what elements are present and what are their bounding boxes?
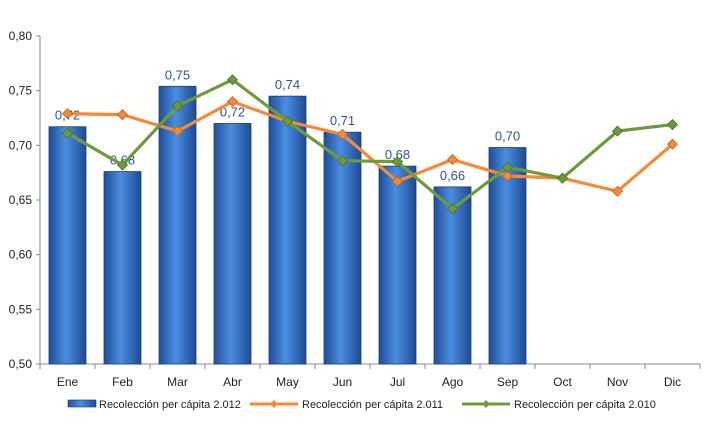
bar (378, 165, 417, 365)
series-line (66, 78, 673, 211)
series-point (336, 155, 349, 167)
series-point (391, 156, 404, 168)
y-axis: 0,50 0,55 0,60 0,65 0,70 0,75 0,80 (9, 29, 41, 371)
bar-data-label: 0,75 (165, 67, 190, 82)
series-point (171, 100, 184, 112)
bar-data-label: 0,66 (440, 168, 465, 183)
series-point (446, 203, 459, 215)
x-tick-label: Jul (390, 375, 405, 389)
line-series-b (61, 74, 679, 215)
series-point (501, 161, 514, 173)
legend-item: Recolección per cápita 2.010 (462, 399, 656, 411)
x-tick-label: May (276, 375, 299, 389)
x-tick-label: Mar (167, 375, 188, 389)
x-tick-label: Jun (333, 375, 352, 389)
bar-series (48, 85, 527, 365)
series-point (666, 138, 679, 150)
bar-data-label: 0,74 (275, 77, 300, 92)
series-point (226, 96, 239, 108)
y-tick-label: 0,75 (9, 84, 33, 98)
series-point (556, 172, 569, 184)
bar (103, 171, 142, 365)
series-point (446, 153, 459, 166)
y-tick-label: 0,70 (9, 138, 33, 152)
legend-marker (270, 400, 278, 408)
x-tick-label: Ene (57, 375, 79, 389)
x-tick-label: Dic (664, 375, 681, 389)
legend: Recolección per cápita 2.012 Recolección … (67, 399, 656, 411)
bar (488, 147, 527, 365)
series-point (501, 170, 514, 182)
legend-label: Recolección per cápita 2.012 (99, 399, 241, 411)
series-point (336, 128, 349, 140)
series-point (391, 175, 404, 187)
y-tick-label: 0,65 (9, 193, 33, 207)
line-series-a (61, 96, 679, 197)
series-point (171, 125, 184, 137)
bar (48, 126, 87, 365)
x-tick-label: Oct (553, 375, 572, 389)
series-point (61, 127, 74, 139)
series-line (67, 99, 674, 193)
bar-data-label: 0,70 (495, 129, 520, 144)
y-tick-label: 0,50 (9, 357, 33, 371)
series-point (226, 74, 239, 86)
bar-data-label: 0,71 (330, 113, 355, 128)
series-point (281, 115, 294, 127)
series-point (116, 109, 129, 121)
y-ticks: 0,50 0,55 0,60 0,65 0,70 0,75 0,80 (9, 29, 40, 371)
legend-label: Recolección per cápita 2.011 (302, 399, 443, 411)
y-tick-label: 0,55 (9, 302, 33, 316)
bar-data-label: 0,72 (220, 104, 245, 119)
legend-label: Recolección per cápita 2.010 (514, 399, 656, 411)
legend-item: Recolección per cápita 2.011 (250, 399, 443, 411)
x-tick-label: Abr (223, 375, 242, 389)
x-tick-label: Ago (442, 375, 464, 389)
bar (323, 131, 362, 365)
line-series (61, 74, 679, 215)
legend-marker (482, 400, 490, 408)
legend-item: Recolección per cápita 2.012 (67, 399, 241, 411)
x-tick-label: Nov (607, 375, 628, 389)
series-point (611, 185, 624, 197)
x-tick-label: Feb (112, 375, 133, 389)
bar-data-labels: 0,720,680,750,720,740,710,680,660,70 (55, 67, 520, 183)
x-tick-label: Sep (497, 375, 519, 389)
y-tick-label: 0,60 (9, 248, 33, 262)
bar-data-label: 0,68 (385, 147, 410, 162)
bar (268, 95, 307, 365)
series-point (116, 159, 129, 171)
series-point (666, 118, 679, 131)
bar (433, 186, 472, 365)
x-axis: Ene Feb Mar Abr May Jun Jul Ago Sep Oct Nov Dic (39, 363, 701, 389)
bar (213, 123, 252, 365)
series-point (611, 125, 624, 137)
legend-swatch (67, 399, 97, 408)
y-tick-label: 0,80 (9, 29, 33, 43)
x-ticks: Ene Feb Mar Abr May Jun Jul Ago Sep Oct Nov Dic (39, 364, 701, 389)
series-point (61, 108, 74, 120)
